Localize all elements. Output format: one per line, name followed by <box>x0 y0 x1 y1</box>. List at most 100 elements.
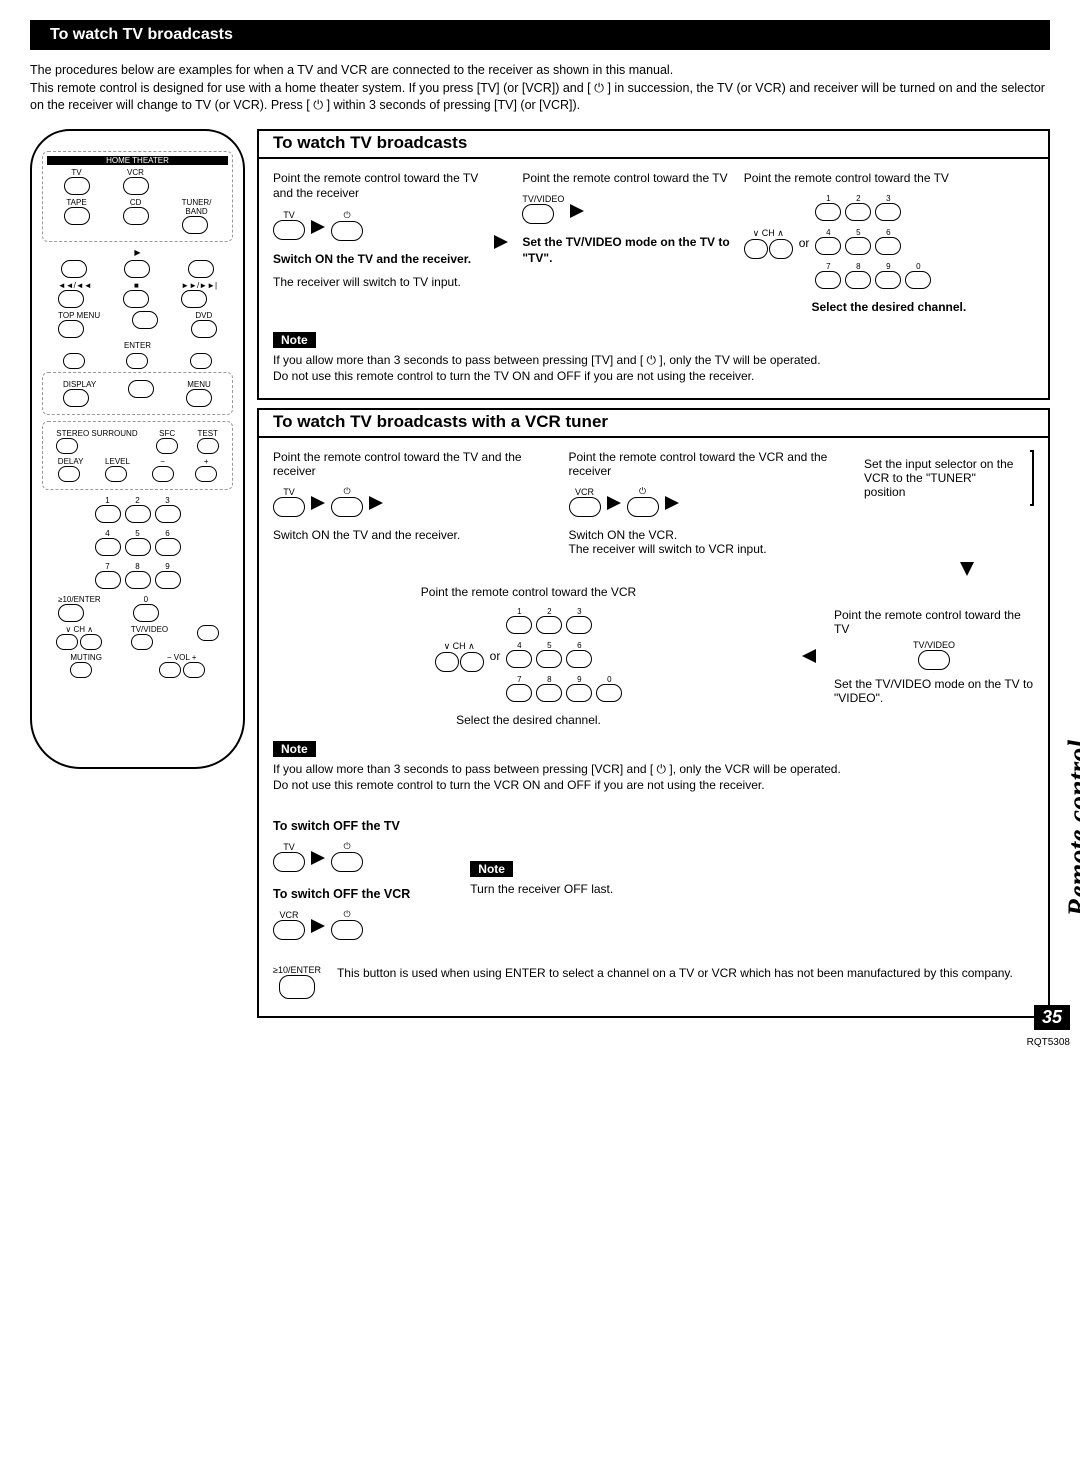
remote-num: 1 <box>95 496 121 505</box>
remote-btn <box>190 353 212 369</box>
enter-section: ≥10/ENTER This button is used when using… <box>273 965 1034 1002</box>
step-bold: Select the desired channel. <box>744 300 1034 316</box>
ch-down-icon <box>435 652 459 672</box>
remote-btn <box>58 466 80 482</box>
step-bold: Switch ON the TV and the receiver. <box>273 528 551 542</box>
power-button-icon <box>331 852 363 872</box>
remote-btn <box>58 290 84 308</box>
remote-diagram: HOME THEATER TV VCR TAPE CD TUNER/ BAND … <box>30 129 245 769</box>
subhead: To switch OFF the TV <box>273 819 410 833</box>
step-bold: Set the TV/VIDEO mode on the TV to "TV". <box>522 235 729 266</box>
remote-btn <box>95 571 121 589</box>
page-number: 35 <box>1034 1005 1070 1030</box>
step-bold: Select the desired channel. <box>273 713 784 727</box>
remote-btn <box>186 389 212 407</box>
num-btn-icon <box>566 616 592 634</box>
remote-btn <box>63 389 89 407</box>
num-btn-icon <box>506 650 532 668</box>
step-sub: The receiver will switch to TV input. <box>273 275 480 291</box>
btn-label: TV <box>273 842 305 852</box>
vcr-button-icon <box>273 920 305 940</box>
tv-button-icon <box>273 220 305 240</box>
remote-btn <box>105 466 127 482</box>
remote-btn <box>124 260 150 278</box>
arrow-right-icon <box>494 235 508 249</box>
num-btn-icon <box>566 650 592 668</box>
num-label: 7 <box>506 675 532 684</box>
step-bold: Switch ON the TV and the receiver. <box>273 252 480 268</box>
num-label: 3 <box>875 194 901 203</box>
ch-down-icon <box>744 239 768 259</box>
remote-lbl: ENTER <box>124 341 151 350</box>
num-btn-icon <box>536 684 562 702</box>
remote-num: 8 <box>125 562 151 571</box>
vcr-row-1: Point the remote control toward the TV a… <box>273 450 1034 556</box>
remote-num: 2 <box>125 496 151 505</box>
remote-btn <box>125 538 151 556</box>
remote-num: 6 <box>155 529 181 538</box>
num-btn-icon <box>815 237 841 255</box>
or-text: or <box>799 236 810 250</box>
remote-lbl: ◄◄/◄◄ <box>58 281 92 290</box>
btn-label: TV <box>273 487 305 497</box>
tvvideo-button-icon <box>918 650 950 670</box>
remote-btn <box>191 320 217 338</box>
tv-button-icon <box>273 852 305 872</box>
num-label: 0 <box>905 262 931 271</box>
step-text: Point the remote control toward the TV <box>744 171 1034 187</box>
section-title-bar: To watch TV broadcasts <box>30 20 1050 50</box>
remote-btn <box>123 290 149 308</box>
num-label: 1 <box>506 607 532 616</box>
note-tag: Note <box>470 861 513 877</box>
step-bold: Switch ON the VCR. <box>569 528 847 542</box>
or-text: or <box>490 649 501 663</box>
remote-num: 4 <box>95 529 121 538</box>
num-label: 9 <box>875 262 901 271</box>
btn-label: CH <box>453 641 466 651</box>
num-btn-icon <box>875 271 901 289</box>
remote-btn <box>56 438 78 454</box>
remote-lbl: − VOL + <box>159 653 205 662</box>
remote-lbl: TUNER/ BAND <box>182 198 212 216</box>
num-label: 5 <box>845 228 871 237</box>
step-sub: The receiver will switch to VCR input. <box>569 542 847 556</box>
arrow-right-icon <box>311 496 325 510</box>
remote-btn <box>182 216 208 234</box>
num-label: 8 <box>536 675 562 684</box>
note-tag: Note <box>273 741 316 757</box>
remote-lbl-tv: TV <box>64 168 90 177</box>
remote-column: HOME THEATER TV VCR TAPE CD TUNER/ BAND … <box>30 129 245 769</box>
remote-lbl: ≥10/ENTER <box>58 595 101 604</box>
remote-btn <box>183 662 205 678</box>
remote-btn <box>58 604 84 622</box>
num-btn-icon <box>875 203 901 221</box>
btn-label: VCR <box>273 910 305 920</box>
num-btn-icon <box>596 684 622 702</box>
remote-lbl: TOP MENU <box>58 311 100 320</box>
remote-btn <box>125 571 151 589</box>
step-2: Point the remote control toward the TV T… <box>522 171 729 267</box>
enter-button-icon <box>279 975 315 999</box>
arrow-right-icon <box>570 204 584 218</box>
power-button-icon <box>331 221 363 241</box>
steps-row: Point the remote control toward the TV a… <box>273 171 1034 316</box>
remote-btn <box>156 438 178 454</box>
panel-tv: To watch TV broadcasts Point the remote … <box>257 129 1050 401</box>
step-text: Point the remote control toward the TV a… <box>273 450 551 478</box>
remote-lbl: DISPLAY <box>63 380 96 389</box>
remote-num: 5 <box>125 529 151 538</box>
num-btn-icon <box>905 271 931 289</box>
remote-lbl: LEVEL <box>105 457 130 466</box>
remote-lbl: TAPE <box>64 198 90 207</box>
remote-num: 7 <box>95 562 121 571</box>
step-text: Point the remote control toward the TV <box>834 608 1034 636</box>
step-text: Point the remote control toward the VCR <box>273 585 784 599</box>
remote-lbl: TEST <box>197 429 219 438</box>
power-button-icon <box>627 497 659 517</box>
num-label: 4 <box>506 641 532 650</box>
arrow-right-icon <box>311 220 325 234</box>
remote-btn <box>155 571 181 589</box>
remote-btn <box>95 505 121 523</box>
num-label: 1 <box>815 194 841 203</box>
numpad-icon: 1 2 3 4 5 6 7 8 9 0 <box>815 194 931 292</box>
